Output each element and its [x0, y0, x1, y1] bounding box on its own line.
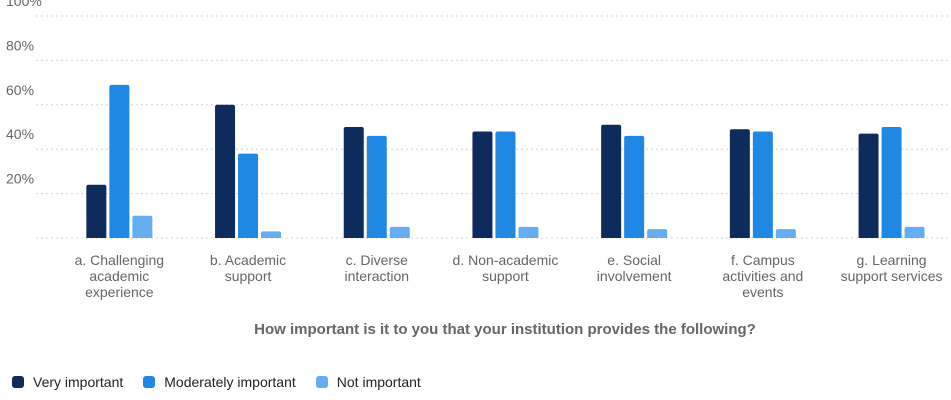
x-axis-title: How important is it to you that your ins… [254, 321, 756, 338]
legend-label: Moderately important [164, 374, 296, 390]
y-axis-ticks: 20% 40% 60% 80% 100% [6, 0, 42, 187]
legend: Very important Moderately important Not im… [12, 374, 441, 390]
y-tick-label: 80% [6, 37, 34, 53]
bar [472, 131, 493, 238]
bars [86, 84, 925, 238]
bar [109, 84, 130, 238]
bar [366, 135, 387, 238]
x-tick-label: d. Non-academic support [453, 252, 559, 284]
bar [389, 226, 410, 238]
bar [729, 129, 750, 238]
legend-swatch [143, 376, 156, 388]
bar [132, 215, 153, 238]
y-tick-label: 60% [6, 82, 34, 98]
bar [752, 131, 773, 238]
legend-item[interactable]: Moderately important [143, 374, 296, 390]
bar [601, 124, 622, 238]
bar [86, 184, 107, 238]
legend-label: Not important [336, 374, 421, 390]
bar [647, 229, 668, 238]
x-tick-label: g. Learning support services [841, 252, 943, 284]
y-tick-label: 20% [6, 171, 34, 187]
x-tick-label: a. Challenging academic experience [75, 252, 165, 300]
bar [624, 135, 645, 238]
bar [215, 104, 236, 238]
legend-label: Very important [33, 374, 124, 390]
legend-swatch [315, 376, 328, 388]
x-tick-label: e. Social involvement [597, 252, 672, 284]
x-tick-label: b. Academic support [210, 252, 286, 284]
bar [343, 127, 364, 238]
bar [775, 229, 796, 238]
legend-item[interactable]: Very important [12, 374, 123, 390]
y-tick-label: 100% [6, 0, 42, 9]
y-tick-label: 40% [6, 126, 34, 142]
x-axis-labels: a. Challenging academic experience b. Acade… [75, 252, 943, 300]
bar [261, 231, 282, 238]
legend-item[interactable]: Not important [315, 374, 421, 390]
bar [881, 127, 902, 238]
bar [495, 131, 516, 238]
bar [858, 133, 879, 238]
bar [904, 226, 925, 238]
x-tick-label: c. Diverse interaction [344, 252, 409, 284]
x-tick-label: f. Campus activities and events [722, 252, 803, 300]
bar [238, 153, 259, 238]
bar-chart: 20% 40% 60% 80% 100% a. Challenging academic e… [6, 0, 948, 338]
bar [518, 226, 539, 238]
legend-swatch [12, 376, 24, 388]
